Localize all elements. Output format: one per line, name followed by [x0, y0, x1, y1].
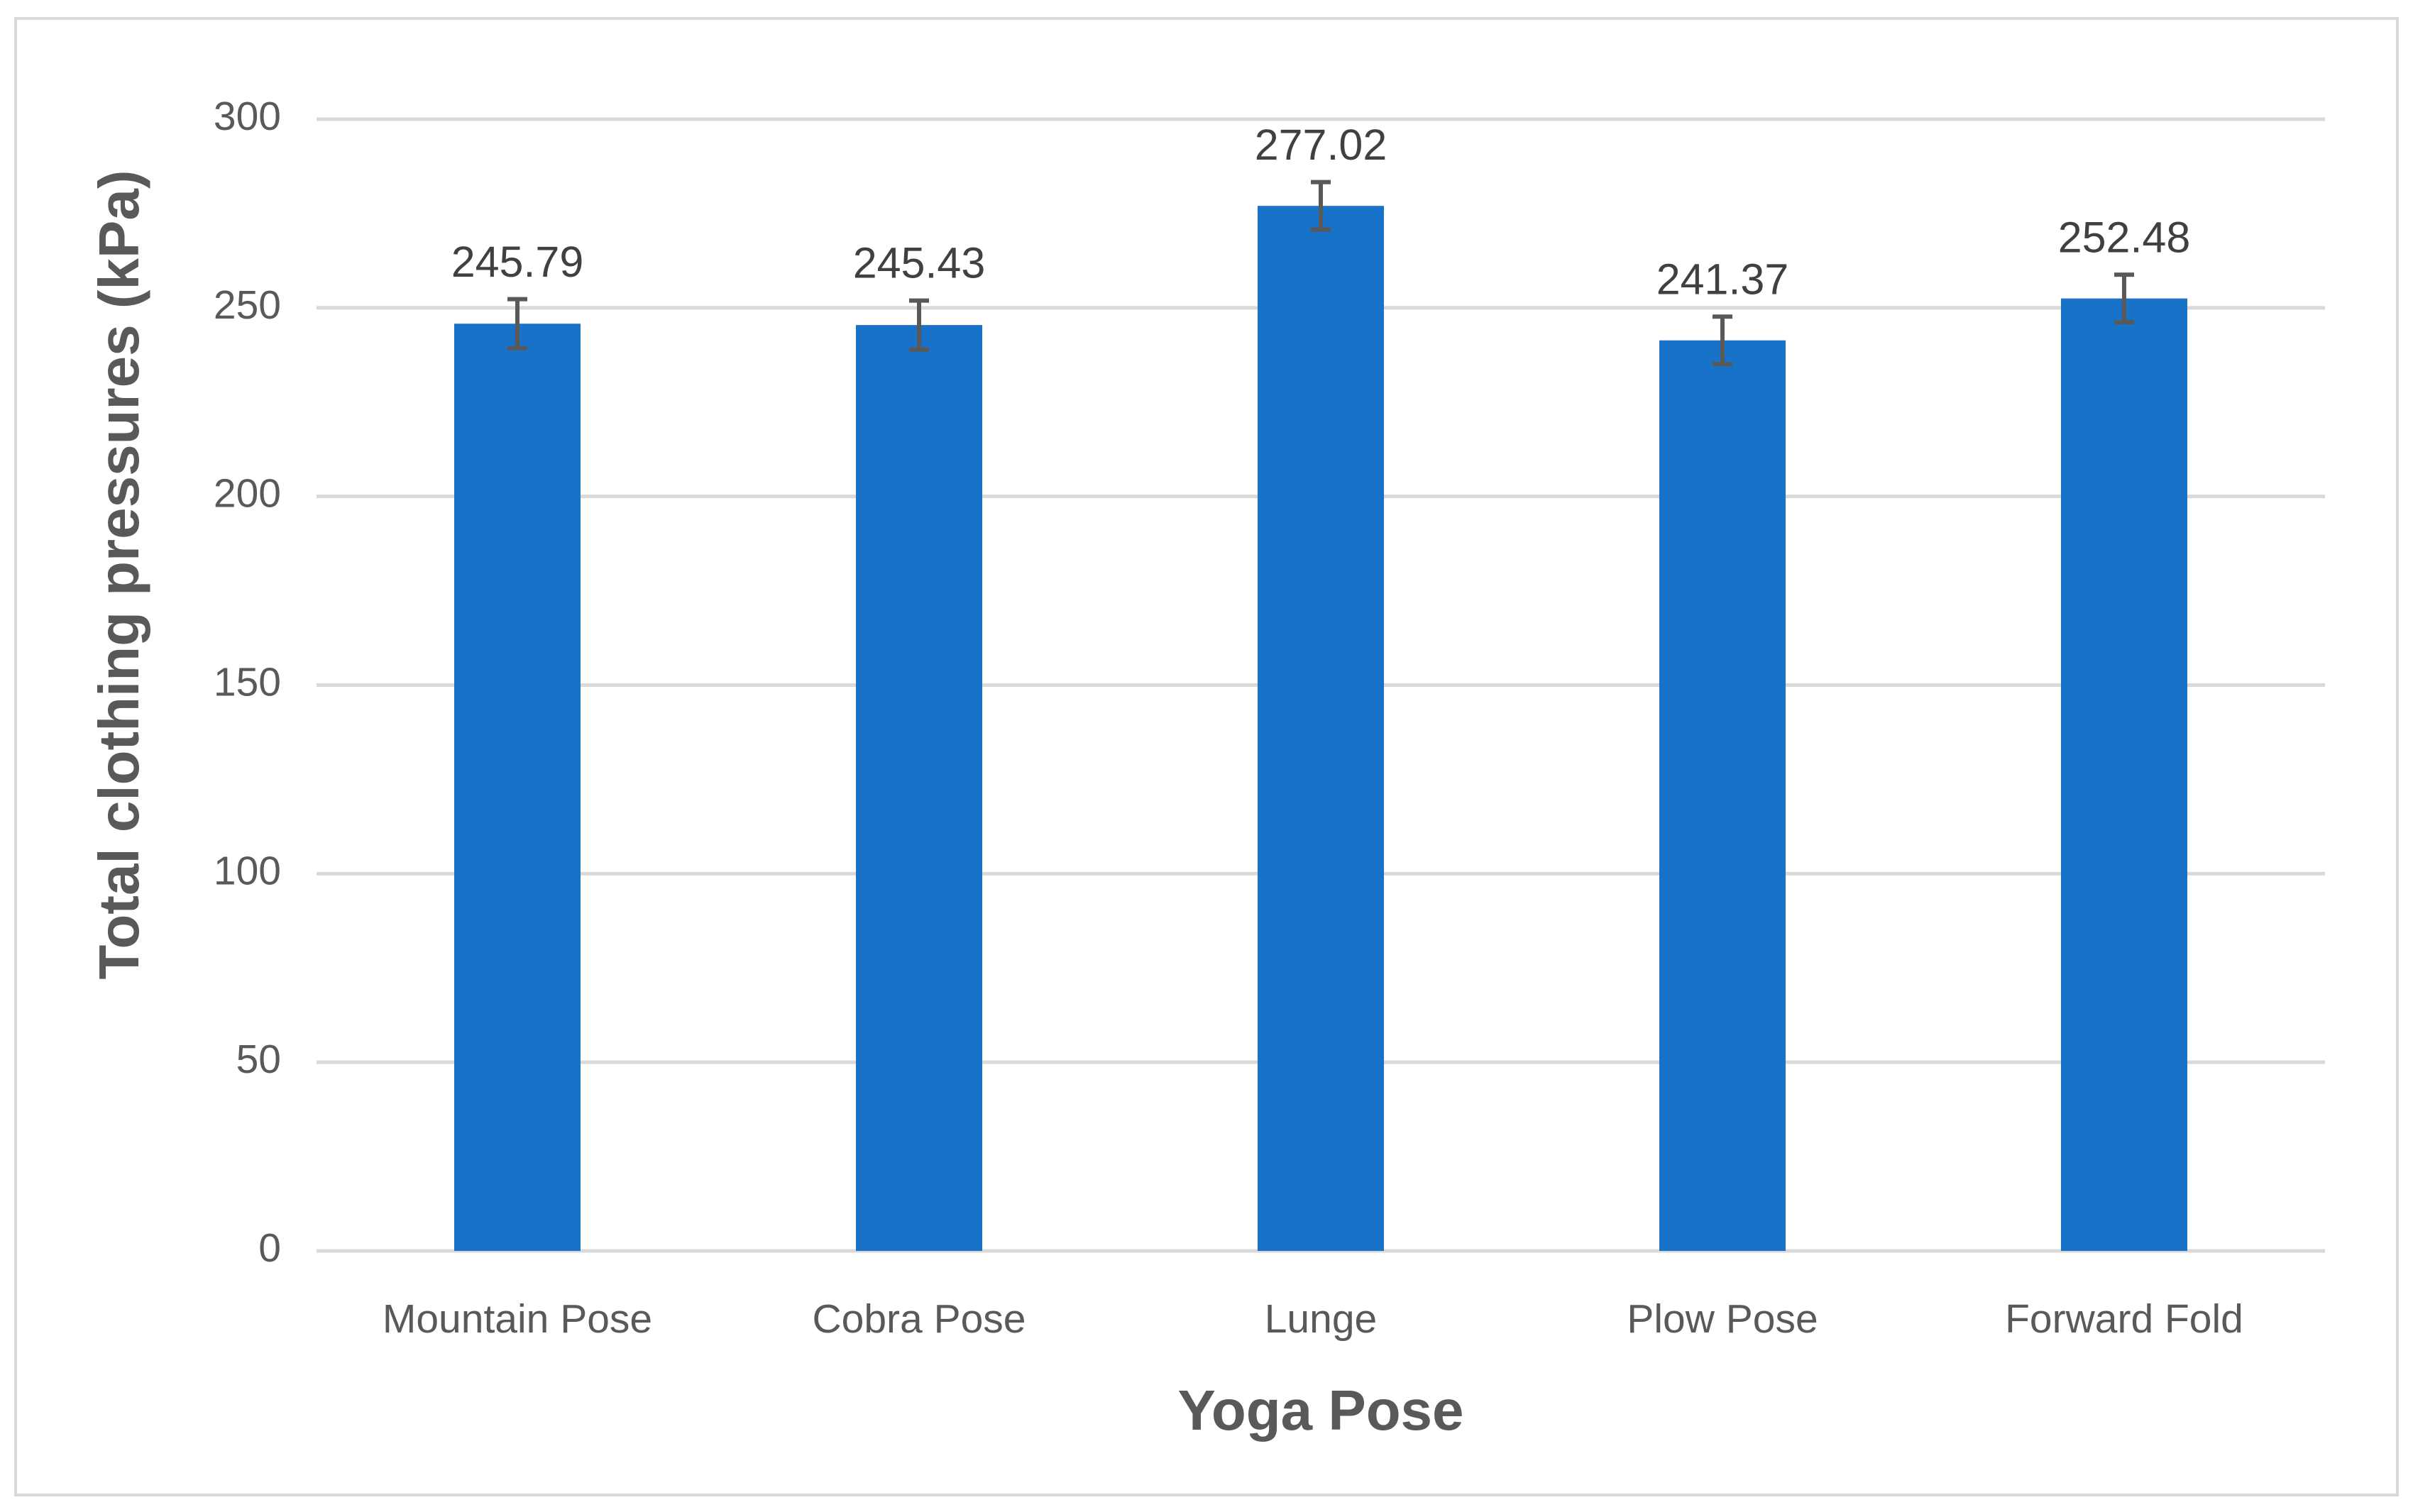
error-bar — [2114, 272, 2134, 325]
bar — [454, 324, 581, 1251]
value-label: 245.43 — [853, 239, 986, 287]
x-axis-title: Yoga Pose — [1177, 1379, 1463, 1442]
x-tick-label: Lunge — [1265, 1296, 1378, 1342]
y-tick-label: 300 — [214, 94, 281, 139]
bar — [1258, 206, 1384, 1251]
value-label: 245.79 — [451, 238, 584, 286]
y-axis-title: Total clothing pressures (kPa) — [87, 170, 150, 980]
y-tick-label: 0 — [258, 1225, 281, 1271]
chart-border — [14, 17, 2399, 1496]
x-tick-label: Mountain Pose — [383, 1296, 652, 1342]
x-tick-label: Forward Fold — [2005, 1296, 2243, 1342]
value-label: 277.02 — [1255, 121, 1387, 169]
x-tick-label: Cobra Pose — [812, 1296, 1026, 1342]
y-tick-label: 100 — [214, 848, 281, 893]
y-tick-label: 250 — [214, 282, 281, 328]
bar — [856, 325, 982, 1251]
bar — [2061, 298, 2187, 1252]
error-bar — [507, 297, 527, 351]
value-label: 252.48 — [2058, 213, 2191, 261]
y-tick-label: 50 — [236, 1037, 281, 1082]
bar — [1659, 340, 1786, 1251]
error-bar — [1713, 314, 1732, 367]
error-bar — [909, 298, 929, 352]
error-bar — [1311, 180, 1331, 232]
y-tick-label: 150 — [214, 660, 281, 705]
y-tick-label: 200 — [214, 471, 281, 517]
value-label: 241.37 — [1656, 255, 1789, 303]
x-tick-label: Plow Pose — [1627, 1296, 1818, 1342]
